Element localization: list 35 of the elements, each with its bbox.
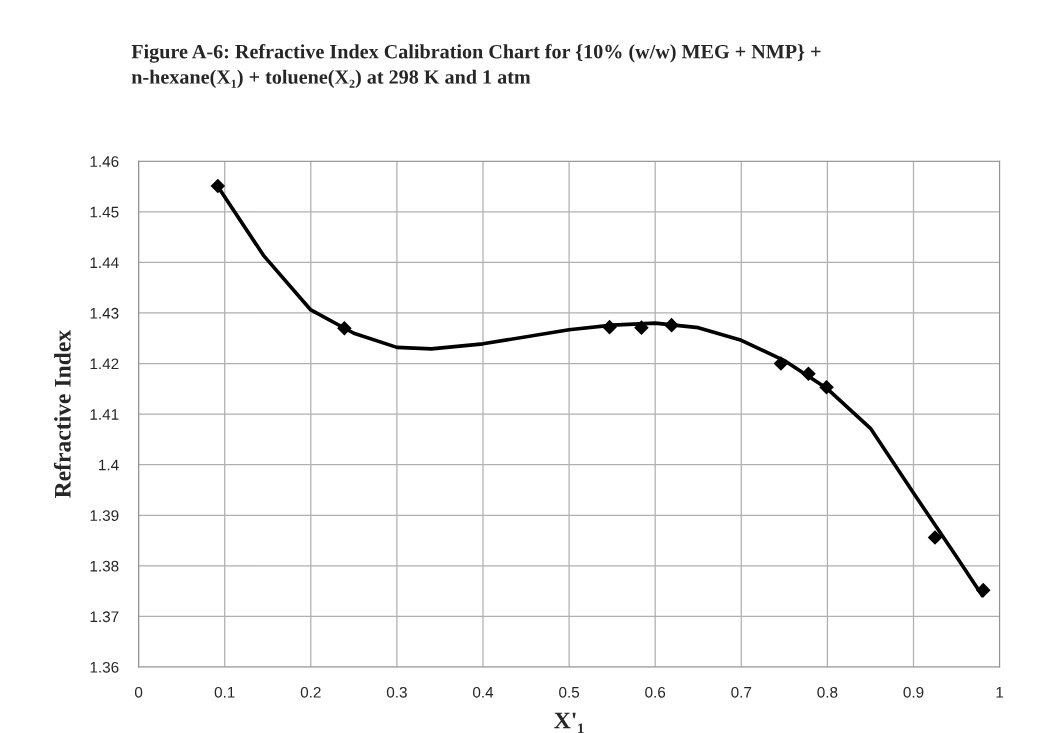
x-tick-label: 0.7 bbox=[731, 686, 752, 698]
y-tick-label: 1.41 bbox=[90, 409, 119, 420]
x-tick-label: 1 bbox=[996, 687, 1004, 698]
point bbox=[602, 319, 617, 335]
x-tick-label: 0.2 bbox=[300, 686, 321, 698]
x-tick-label: 0 bbox=[134, 686, 143, 698]
point bbox=[664, 317, 679, 333]
y-tick-label: 1.42 bbox=[90, 358, 119, 370]
y-tick-label: 1.4 bbox=[99, 459, 119, 471]
y-tick-label: 1.36 bbox=[90, 661, 119, 673]
y-axis-title: Refractive Index bbox=[53, 330, 71, 498]
x-tick-label: 0.3 bbox=[386, 686, 407, 698]
y-tick-label: 1.46 bbox=[90, 156, 119, 167]
x-tick-label: 0.5 bbox=[559, 686, 580, 698]
point bbox=[634, 320, 649, 335]
x-tick-label: 0.6 bbox=[645, 686, 666, 698]
point bbox=[210, 178, 226, 194]
point bbox=[801, 366, 816, 381]
point bbox=[337, 320, 352, 336]
y-tick-label: 1.43 bbox=[90, 307, 119, 319]
y-tick-label: 1.38 bbox=[90, 560, 119, 572]
x-tick-label: 0.8 bbox=[817, 686, 838, 698]
x-tick-label: 0.4 bbox=[472, 686, 494, 698]
point bbox=[975, 582, 991, 598]
point bbox=[927, 530, 943, 545]
x-axis-title: X'₁ bbox=[554, 712, 584, 733]
y-tick-label: 1.37 bbox=[90, 611, 119, 623]
point bbox=[819, 380, 834, 395]
y-tick-label: 1.39 bbox=[90, 510, 119, 521]
x-tick-label: 0.1 bbox=[214, 686, 235, 698]
y-tick-label: 1.44 bbox=[90, 257, 119, 268]
y-tick-label: 1.45 bbox=[90, 206, 119, 218]
x-tick-label: 0.9 bbox=[903, 686, 924, 698]
chart-title: Figure A-6: Refractive Index Calibration Chart for {10% (w/w) MEG + NMP} + n-hexane(X₁) + toluene(X₂) at 298 K and 1 atm bbox=[131, 44, 821, 88]
point bbox=[773, 356, 789, 371]
